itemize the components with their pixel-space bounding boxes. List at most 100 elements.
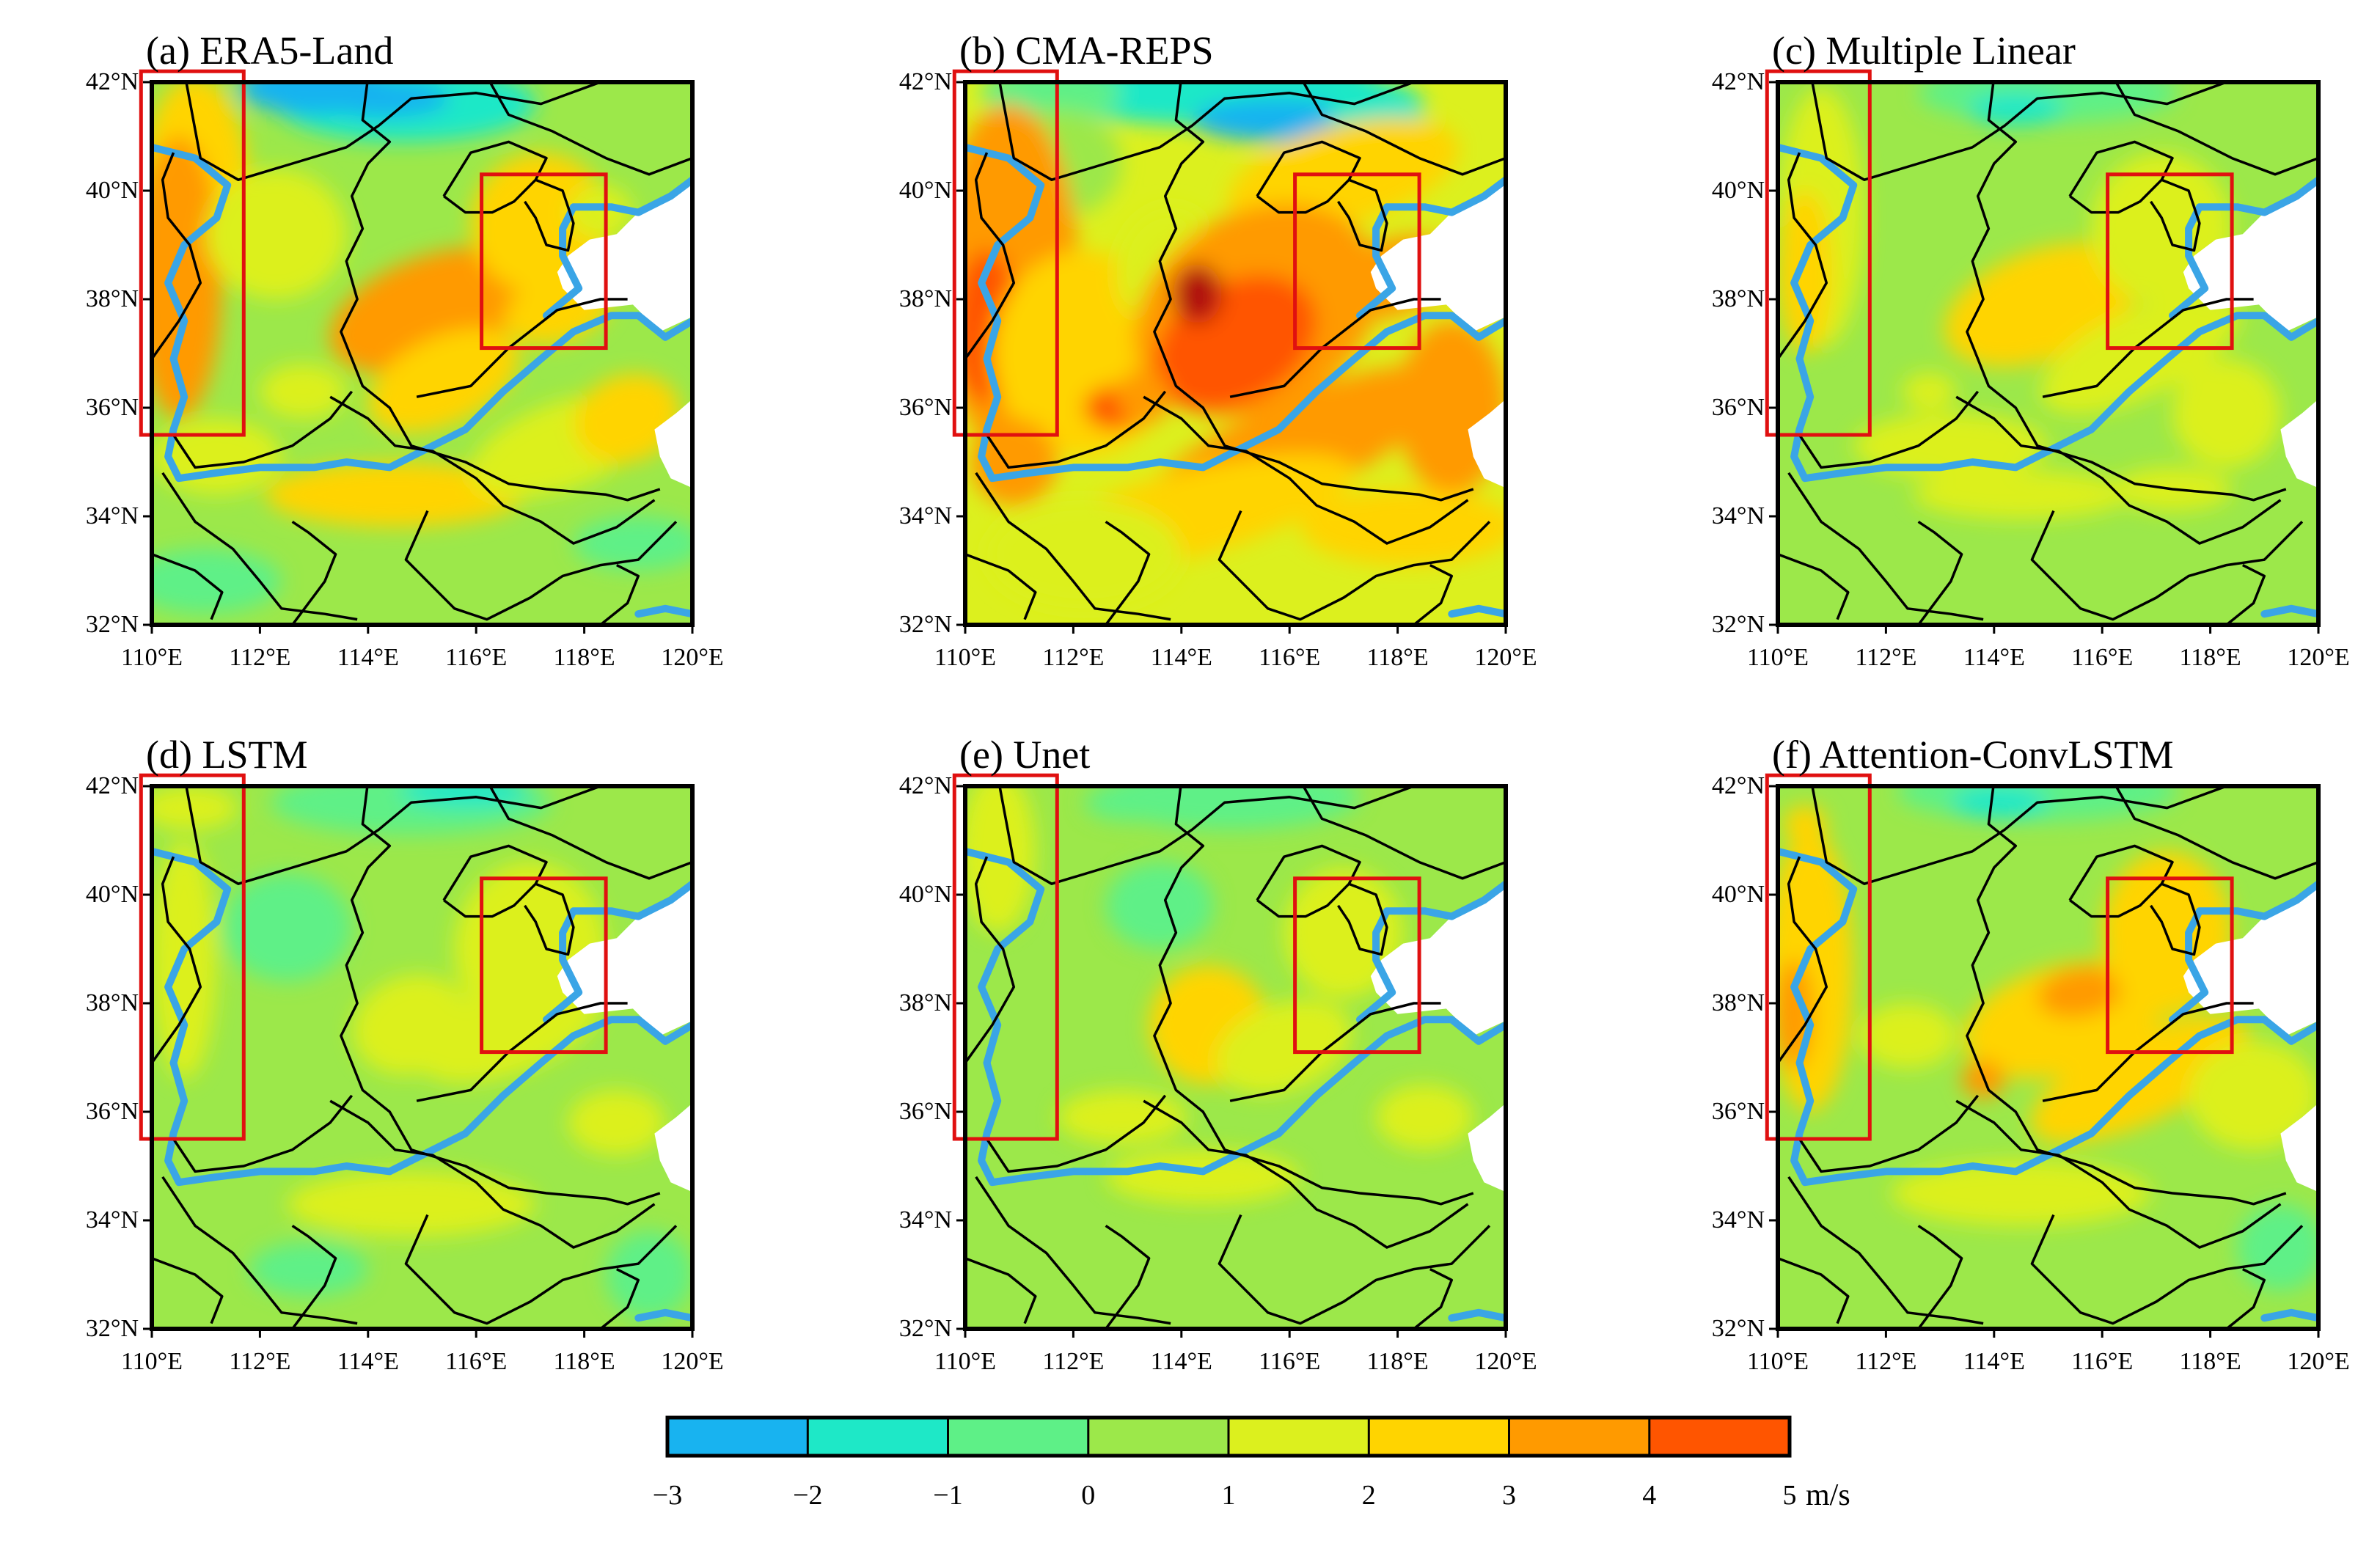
anomaly-blob xyxy=(152,840,217,1080)
lat-label: 32°N xyxy=(85,1315,139,1342)
river-line xyxy=(634,1016,692,1045)
province-boundary xyxy=(2114,786,2318,880)
lon-label: 112°E xyxy=(1042,644,1105,671)
lon-label: 118°E xyxy=(2179,644,2241,671)
sea-area xyxy=(1468,399,1506,488)
province-boundary xyxy=(291,520,337,625)
panel-title: (a) ERA5-Land xyxy=(146,29,394,73)
colorbar-label: 1 xyxy=(1221,1480,1236,1511)
beijing-box xyxy=(480,876,608,1055)
anomaly-blob xyxy=(1913,470,2130,519)
lat-label: 38°N xyxy=(1711,285,1765,312)
lat-label: 36°N xyxy=(85,394,139,421)
sea-area xyxy=(557,885,692,1036)
lon-label: 120°E xyxy=(1474,644,1537,671)
province-boundary xyxy=(488,786,692,880)
lat-label: 34°N xyxy=(85,502,139,529)
province-boundary xyxy=(2030,1214,2304,1325)
province-boundary xyxy=(1798,1094,1980,1173)
anomaly-blob xyxy=(249,1242,368,1297)
province-boundary xyxy=(152,152,202,360)
province-boundary xyxy=(1778,856,1828,1064)
anomaly-blob xyxy=(2040,293,2240,414)
panel-title: (c) Multiple Linear xyxy=(1772,29,2076,73)
lon-label: 114°E xyxy=(1963,644,2025,671)
anomaly-blob xyxy=(287,1171,536,1237)
anomaly-blob xyxy=(1216,999,1352,1094)
colorbar-label: 4 xyxy=(1642,1480,1657,1511)
province-boundary xyxy=(986,1094,1167,1173)
lat-label: 42°N xyxy=(85,772,139,799)
lat-label: 40°N xyxy=(85,881,139,908)
province-boundary xyxy=(1153,786,1474,1206)
west-box xyxy=(139,773,246,1141)
lat-label: 40°N xyxy=(898,881,952,908)
river-line xyxy=(634,604,692,618)
lat-label: 34°N xyxy=(85,1206,139,1234)
lon-label: 110°E xyxy=(1746,644,1809,671)
river-line xyxy=(2260,1016,2318,1045)
anomaly-blob xyxy=(152,786,238,830)
province-boundary xyxy=(965,553,1037,620)
map-area xyxy=(965,82,1506,625)
anomaly-blob xyxy=(1376,1085,1473,1150)
panel-b xyxy=(952,69,1508,634)
west-box xyxy=(1765,69,1872,437)
anomaly-blob xyxy=(1057,1090,1187,1145)
lat-label: 34°N xyxy=(1711,1206,1765,1234)
sea-area xyxy=(2280,399,2318,488)
lon-label: 116°E xyxy=(1259,1348,1321,1375)
anomaly-contours xyxy=(965,82,1506,609)
province-boundary xyxy=(524,178,575,252)
province-boundary xyxy=(172,390,354,469)
colorbar-label: 5 xyxy=(1782,1480,1797,1511)
river-line xyxy=(965,847,1456,1187)
lat-label: 38°N xyxy=(898,989,952,1016)
lat-label: 40°N xyxy=(85,177,139,204)
anomaly-blob xyxy=(1284,868,1403,998)
lon-label: 110°E xyxy=(1746,1348,1809,1375)
lon-label: 114°E xyxy=(337,644,399,671)
lat-label: 32°N xyxy=(898,611,952,638)
river-line xyxy=(634,1308,692,1322)
province-boundary xyxy=(2225,564,2266,625)
province-boundary xyxy=(152,553,224,620)
colorbar-segment xyxy=(1229,1418,1369,1456)
lon-label: 116°E xyxy=(1259,644,1321,671)
lat-label: 38°N xyxy=(1711,989,1765,1016)
river-line xyxy=(1356,176,1506,320)
lon-label: 116°E xyxy=(445,1348,508,1375)
lon-label: 118°E xyxy=(1366,644,1429,671)
anomaly-contours xyxy=(152,82,692,615)
lon-label: 118°E xyxy=(1366,1348,1429,1375)
beijing-box xyxy=(2106,876,2234,1055)
anomaly-blob xyxy=(573,516,692,571)
anomaly-blob xyxy=(152,136,222,419)
lon-label: 110°E xyxy=(934,644,997,671)
province-boundary xyxy=(185,82,644,181)
sea-area xyxy=(654,399,692,488)
anomaly-contours xyxy=(1778,82,2281,519)
province-boundary xyxy=(185,786,644,885)
west-box xyxy=(952,69,1059,437)
province-boundary xyxy=(1811,786,2270,885)
west-box xyxy=(1765,773,1872,1141)
lat-label: 42°N xyxy=(898,68,952,95)
anomaly-blob xyxy=(1902,372,1957,411)
province-boundary xyxy=(1218,510,1491,621)
river-line xyxy=(2260,604,2318,618)
province-boundary xyxy=(1787,1176,1984,1325)
anomaly-blob xyxy=(2237,1203,2318,1291)
river-line xyxy=(1448,1308,1506,1322)
map-area xyxy=(1778,82,2318,625)
map-frame xyxy=(150,80,695,627)
province-boundary xyxy=(1337,882,1388,956)
anomaly-blob xyxy=(970,418,1058,506)
lat-label: 36°N xyxy=(85,1098,139,1125)
sea-area xyxy=(2183,885,2318,1036)
lat-label: 34°N xyxy=(898,502,952,529)
anomaly-blob xyxy=(986,499,1182,609)
province-boundary xyxy=(340,786,661,1206)
sea-area xyxy=(2183,181,2318,332)
province-boundary xyxy=(1143,1099,1469,1249)
